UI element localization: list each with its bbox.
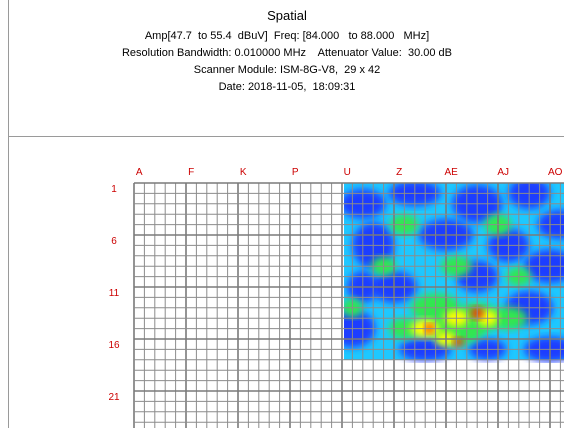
row-label: 21: [108, 392, 120, 403]
column-label: P: [292, 167, 299, 178]
heatmap-region: [344, 183, 564, 362]
report-header: Spatial Amp[47.7 to 55.4 dBuV] Freq: [84…: [9, 0, 564, 137]
spatial-report-panel: Spatial Amp[47.7 to 55.4 dBuV] Freq: [84…: [8, 0, 564, 428]
rbw-attenuator: Resolution Bandwidth: 0.010000 MHz Atten…: [121, 47, 452, 59]
row-label: 16: [108, 340, 120, 351]
column-label: Z: [396, 167, 402, 178]
row-label: 6: [111, 236, 117, 247]
column-label: AJ: [497, 167, 509, 178]
column-label: U: [344, 167, 351, 178]
scan-date: Date: 2018-11-05, 18:09:31: [218, 81, 356, 93]
column-label: K: [240, 167, 247, 178]
row-label: 11: [109, 288, 120, 299]
scanner-module: Scanner Module: ISM-8G-V8, 29 x 42: [193, 64, 381, 76]
report-title: Spatial: [267, 8, 307, 23]
amp-freq-range: Amp[47.7 to 55.4 dBuV] Freq: [84.000 to …: [144, 30, 430, 42]
column-label: A: [136, 167, 143, 178]
row-label: 1: [111, 184, 117, 195]
column-label: F: [188, 167, 194, 178]
grid-lines: [133, 182, 564, 428]
column-label: AO: [548, 167, 563, 178]
column-label: AE: [445, 167, 459, 178]
column-labels: A F K P U Z AE AJ AO: [136, 167, 563, 178]
